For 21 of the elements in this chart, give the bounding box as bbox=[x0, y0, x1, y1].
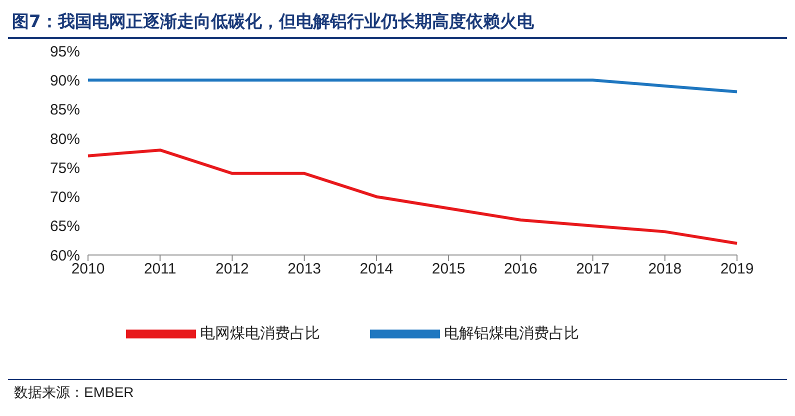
y-tick-label: 85% bbox=[50, 102, 80, 119]
x-tick-label: 2013 bbox=[288, 260, 322, 278]
x-tick-label: 2014 bbox=[360, 260, 394, 278]
y-tick-label: 90% bbox=[50, 72, 80, 90]
x-tick-label: 2019 bbox=[720, 260, 754, 278]
x-tick-label: 2011 bbox=[144, 260, 176, 278]
source-note: 数据来源：EMBER bbox=[13, 383, 135, 402]
x-tick-label: 2016 bbox=[504, 260, 538, 278]
chart-title: 图7：我国电网正逐渐走向低碳化，但电解铝行业仍长期高度依赖火电 bbox=[11, 11, 535, 34]
y-tick-label: 70% bbox=[50, 189, 80, 206]
y-tick-label: 75% bbox=[50, 160, 80, 177]
y-tick-label: 80% bbox=[50, 130, 80, 148]
legend-label: 电网煤电消费占比 bbox=[200, 324, 320, 342]
x-tick-label: 2012 bbox=[216, 260, 249, 278]
y-tick-label: 95% bbox=[50, 43, 80, 60]
x-tick-label: 2018 bbox=[648, 260, 682, 278]
x-tick-label: 2015 bbox=[432, 260, 466, 278]
y-tick-label: 65% bbox=[50, 218, 80, 236]
x-tick-label: 2017 bbox=[576, 260, 610, 278]
legend-label: 电解铝煤电消费占比 bbox=[444, 324, 579, 342]
line-series bbox=[86, 148, 738, 245]
